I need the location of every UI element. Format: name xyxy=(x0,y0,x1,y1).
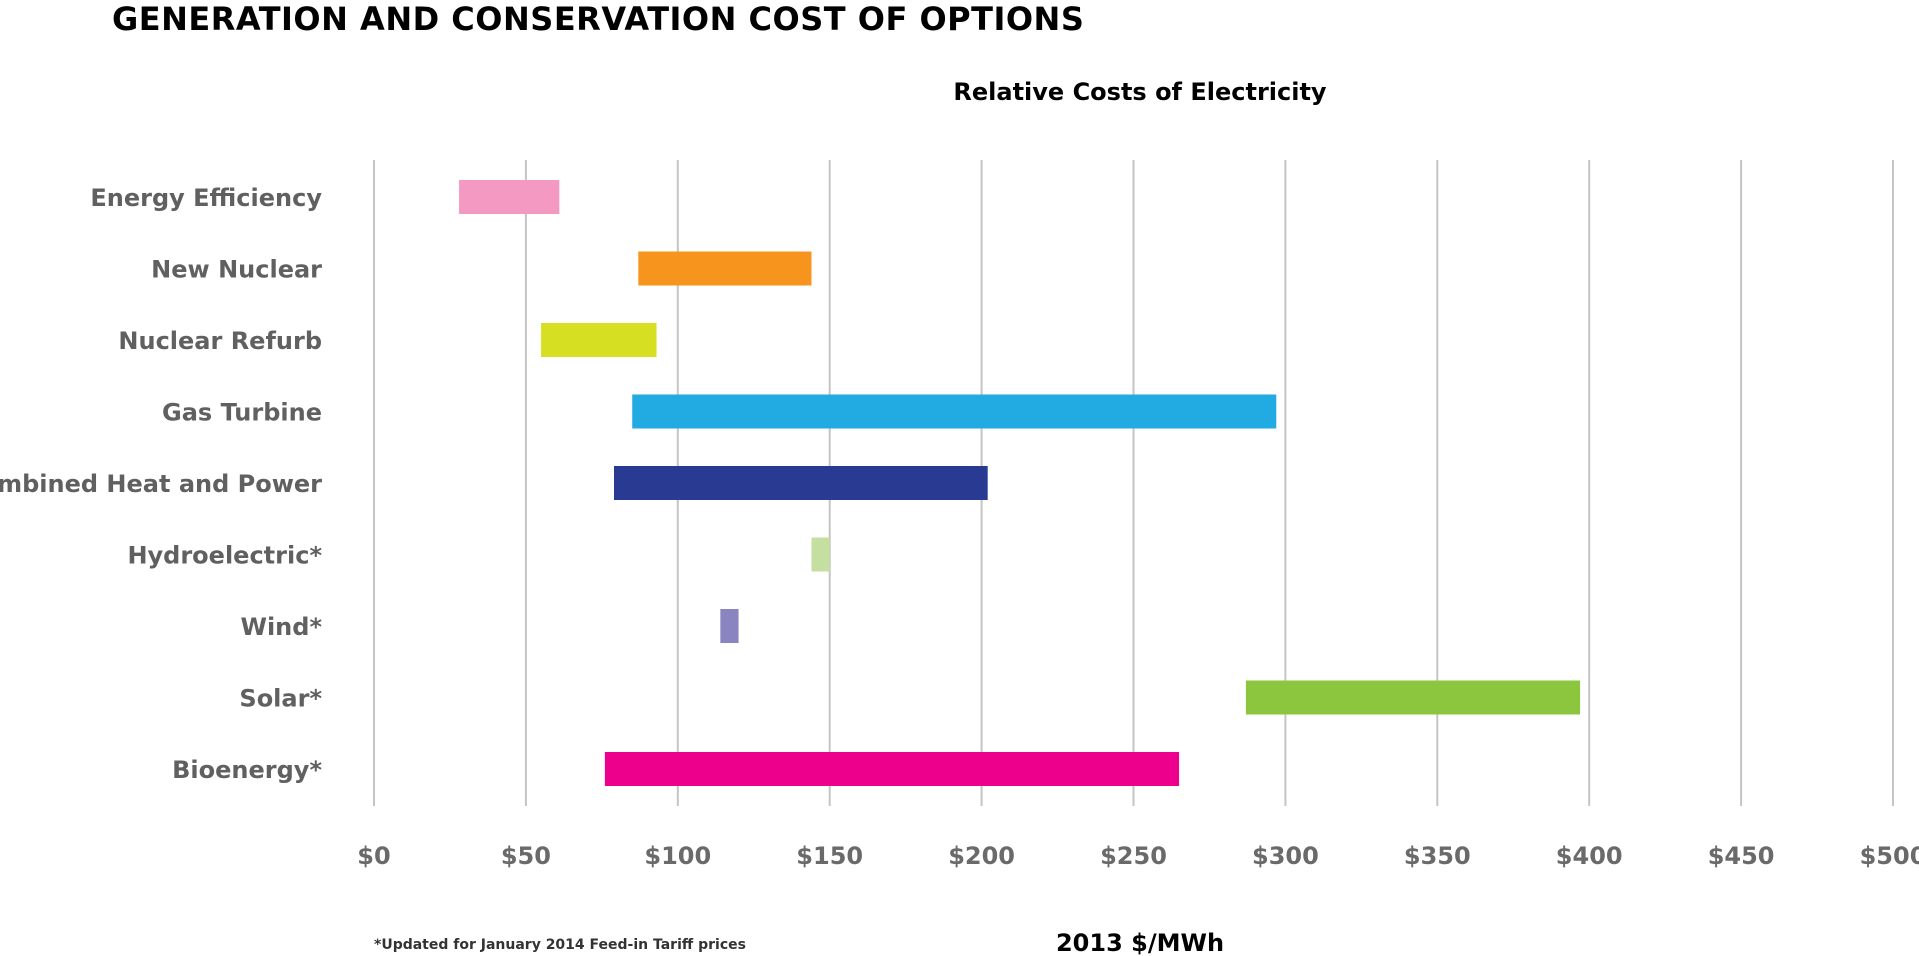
x-tick-label: $350 xyxy=(1404,842,1471,870)
bar-bioenergy xyxy=(604,752,1180,786)
page-title: GENERATION AND CONSERVATION COST OF OPTI… xyxy=(112,0,1085,38)
x-tick-label: $450 xyxy=(1708,842,1775,870)
x-tick-label: $0 xyxy=(357,842,390,870)
x-tick-label: $50 xyxy=(501,842,551,870)
bar-hydroelectric xyxy=(811,537,830,572)
category-label: New Nuclear xyxy=(151,256,322,284)
category-label: Gas Turbine xyxy=(162,399,322,427)
bar-solar xyxy=(1245,680,1581,715)
x-tick-label: $200 xyxy=(948,842,1015,870)
bars-group xyxy=(459,180,1581,786)
footnote: *Updated for January 2014 Feed-in Tariff… xyxy=(374,937,746,953)
bar-combined-heat-and-power xyxy=(614,466,988,500)
grid-lines xyxy=(373,160,1894,806)
category-label: Wind* xyxy=(240,613,322,641)
x-tick-label: $100 xyxy=(644,842,711,870)
bar-wind xyxy=(720,609,739,643)
category-label: Bioenergy* xyxy=(172,756,322,784)
x-tick-label: $400 xyxy=(1556,842,1623,870)
x-tick-label: $500 xyxy=(1860,842,1919,870)
x-axis-title: 2013 $/MWh xyxy=(1056,929,1224,956)
x-tick-label: $250 xyxy=(1100,842,1167,870)
bar-new-nuclear xyxy=(638,251,812,286)
x-tick-label: $150 xyxy=(796,842,863,870)
category-labels: Energy Efficiency New Nuclear Nuclear Refu… xyxy=(0,184,322,784)
x-tick-labels: $0 $50 $100 $150 $200 $250 $300 $350 $400 $450 $50… xyxy=(357,842,1919,870)
category-label: Solar* xyxy=(239,685,322,713)
category-label: Energy Efficiency xyxy=(90,184,322,212)
category-label: Hydroelectric* xyxy=(127,542,322,570)
bar-nuclear-refurb xyxy=(541,323,657,357)
category-label: Nuclear Refurb xyxy=(118,327,322,355)
bar-energy-efficiency xyxy=(459,180,560,214)
chart-title: Relative Costs of Electricity xyxy=(953,78,1327,106)
x-tick-label: $300 xyxy=(1252,842,1319,870)
bar-gas-turbine xyxy=(632,394,1277,429)
category-label: Combined Heat and Power xyxy=(0,470,322,498)
